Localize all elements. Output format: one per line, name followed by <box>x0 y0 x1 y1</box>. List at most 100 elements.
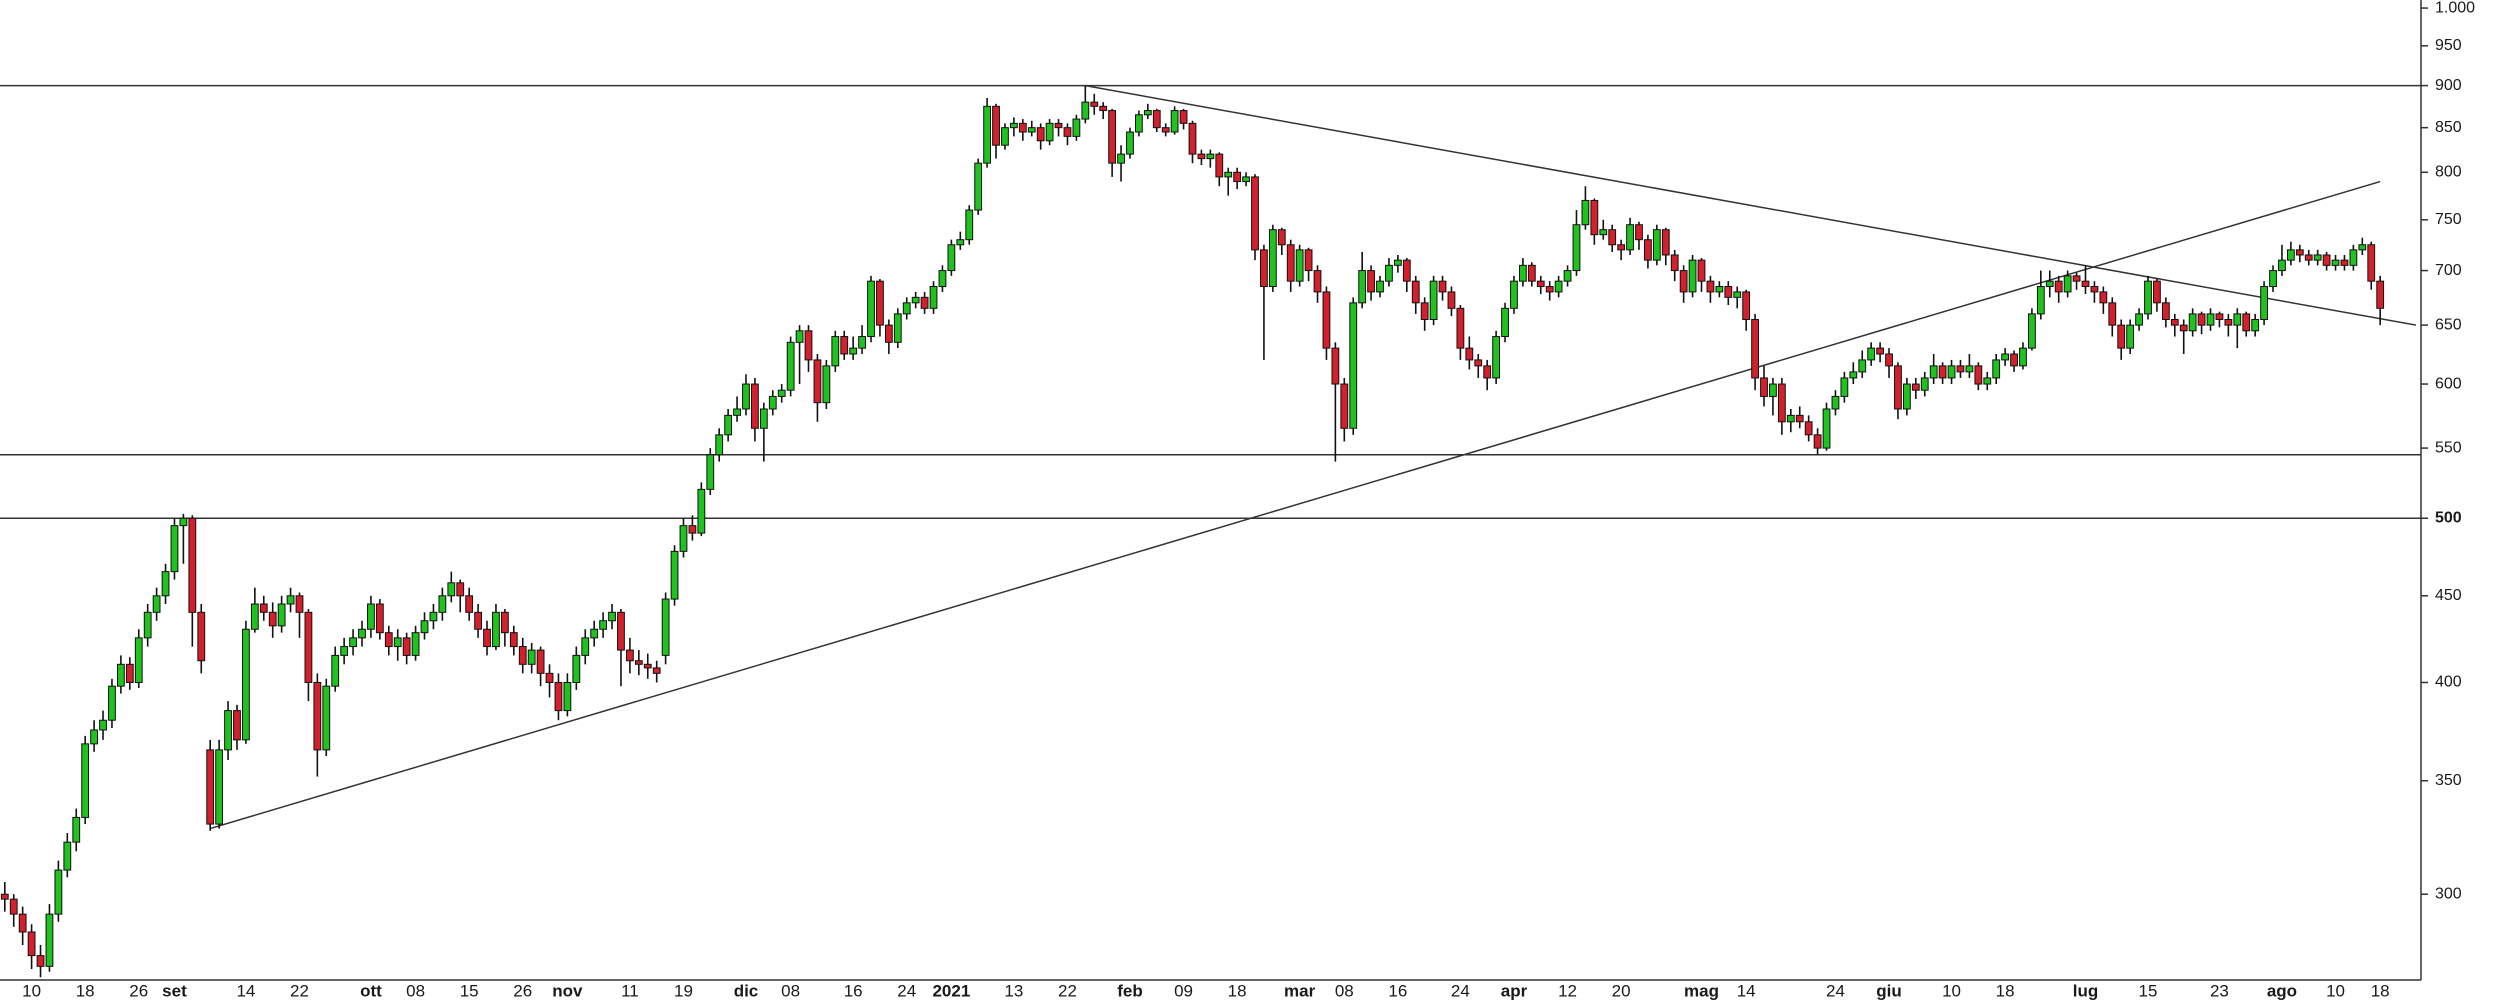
candle-body <box>1965 365 1974 373</box>
candle-body <box>581 637 590 656</box>
x-tick-label: 2021 <box>932 981 970 1000</box>
candle-body <box>108 685 116 721</box>
candle-body <box>1626 224 1634 251</box>
x-tick-label: 10 <box>22 981 41 1000</box>
candle-body <box>1251 176 1259 251</box>
candle-body <box>1724 286 1733 298</box>
candle-body <box>777 389 786 397</box>
candle-body <box>1001 127 1009 146</box>
candle-body <box>527 649 536 665</box>
candle-body <box>259 603 268 613</box>
candle-body <box>804 330 813 361</box>
candle-body <box>456 582 465 597</box>
candle-body <box>2010 353 2018 367</box>
candle-body <box>1152 110 1161 129</box>
x-tick-label: 11 <box>621 981 639 1000</box>
candle-body <box>1715 286 1724 293</box>
candle-body <box>206 749 215 825</box>
candle-body <box>2251 318 2260 332</box>
candle-body <box>358 628 366 639</box>
candle-body <box>1117 153 1125 164</box>
candle-body <box>1072 118 1081 137</box>
candle-body <box>134 637 143 683</box>
candle-body <box>1036 127 1045 142</box>
candle-body <box>2028 313 2036 349</box>
candle-body <box>1367 270 1375 293</box>
candle-body <box>375 603 384 634</box>
candle-body <box>170 525 179 573</box>
candle-body <box>1242 176 1250 183</box>
candle-body <box>2322 254 2331 266</box>
candle-body <box>1769 383 1777 397</box>
candle-body <box>1867 347 1876 361</box>
candle-body <box>18 913 27 933</box>
x-tick-label: lug <box>2073 981 2099 1000</box>
x-tick-label: 22 <box>1058 981 1077 1000</box>
candle-body <box>1572 224 1581 272</box>
candle-body <box>125 663 134 683</box>
candle-body <box>2153 280 2161 304</box>
x-tick-label: mar <box>1284 981 1316 1000</box>
candle-body <box>1447 291 1456 309</box>
candle-body <box>340 646 349 656</box>
y-tick-label: 800 <box>2435 164 2462 181</box>
candle-body <box>2036 286 2045 315</box>
candle-body <box>1858 359 1867 373</box>
x-tick-label: mag <box>1684 981 1719 1000</box>
x-tick-label: ago <box>2267 981 2297 1000</box>
candle-body <box>1536 280 1545 288</box>
candle-body <box>911 296 920 304</box>
candle-body <box>367 603 375 630</box>
x-tick-label: 08 <box>781 981 800 1000</box>
x-tick-label: 08 <box>406 981 425 1000</box>
candle-body <box>1322 291 1331 349</box>
candle-body <box>402 637 411 656</box>
x-tick-label: 18 <box>2371 981 2390 1000</box>
candle-body <box>920 296 929 309</box>
candle-body <box>474 611 482 630</box>
candle-body <box>893 313 902 343</box>
candle-body <box>1197 153 1206 160</box>
candle-body <box>2304 254 2313 261</box>
x-tick-label: 18 <box>1996 981 2015 1000</box>
candle-body <box>956 239 965 246</box>
candle-body <box>733 408 741 416</box>
candle-body <box>1795 414 1804 423</box>
candle-body <box>831 336 840 367</box>
candle-body <box>349 637 357 648</box>
candle-body <box>813 359 822 404</box>
candle-body <box>2135 313 2143 326</box>
candle-body <box>1179 110 1188 124</box>
candle-body <box>215 749 224 825</box>
x-tick-label: 22 <box>290 981 309 1000</box>
candle-body <box>1527 264 1536 282</box>
candle-body <box>1420 302 1429 320</box>
candle-body <box>1590 199 1599 236</box>
candle-body <box>947 244 956 272</box>
candle-body <box>1215 153 1224 178</box>
candle-body <box>572 654 581 683</box>
candle-body <box>2278 259 2286 272</box>
candle-body <box>1697 259 1706 282</box>
candle-body <box>1268 229 1277 288</box>
candle-body <box>161 571 170 597</box>
candle-body <box>447 582 456 597</box>
candle-body <box>902 302 911 315</box>
x-tick-label: nov <box>552 981 583 1000</box>
candle-body <box>2242 313 2251 332</box>
candle-body <box>2108 302 2117 326</box>
candle-body <box>197 611 206 662</box>
candle-body <box>1876 347 1884 355</box>
candle-body <box>626 649 634 662</box>
candle-body <box>45 913 54 967</box>
candle-body <box>2206 313 2215 326</box>
candle-body <box>1947 365 1956 379</box>
candle-body <box>751 383 759 429</box>
x-tick-label: dic <box>734 981 759 1000</box>
candle-body <box>1135 114 1143 133</box>
candle-body <box>1286 244 1295 282</box>
candle-body <box>1340 383 1349 429</box>
candle-body <box>393 637 402 648</box>
candle-body <box>2019 347 2027 367</box>
candle-body <box>313 681 322 751</box>
